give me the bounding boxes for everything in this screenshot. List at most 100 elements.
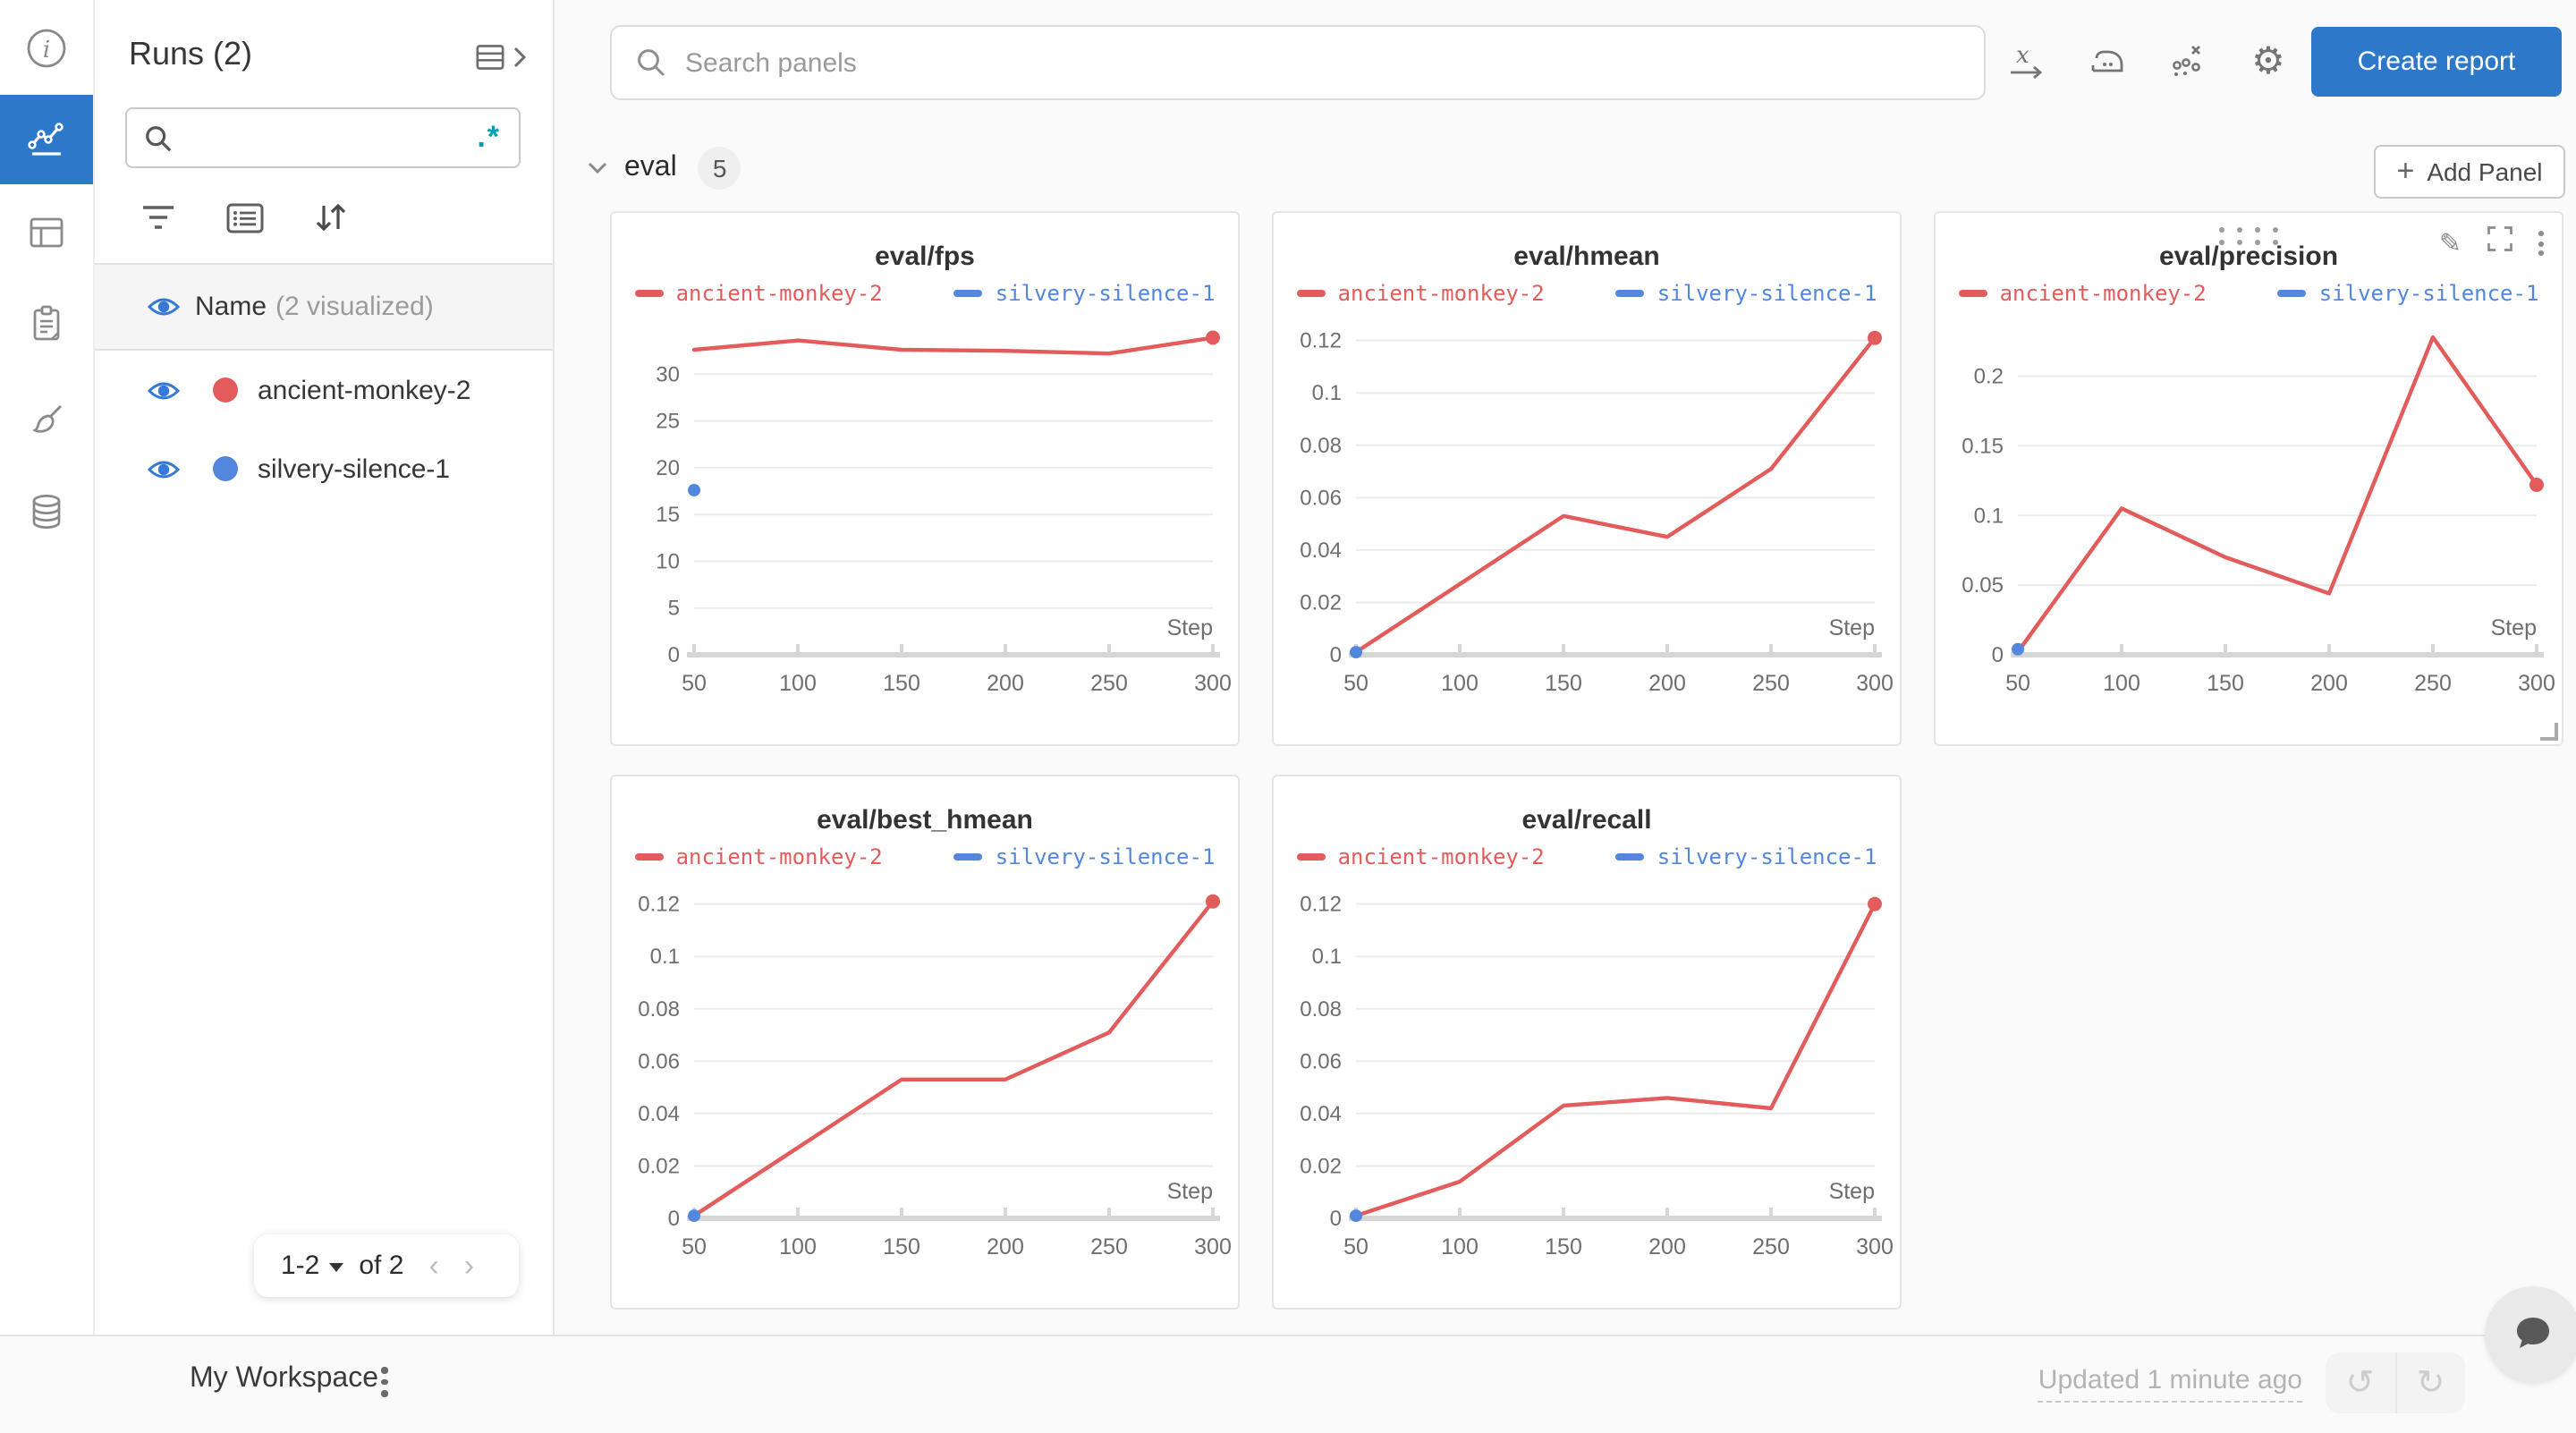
search-icon: [143, 123, 174, 153]
filter-icon[interactable]: [140, 202, 177, 242]
runs-name-header-row[interactable]: Name (2 visualized): [93, 263, 553, 351]
clipboard-icon[interactable]: [0, 279, 93, 369]
x-axis-settings-icon[interactable]: x: [2005, 39, 2048, 82]
eye-icon[interactable]: [147, 295, 181, 318]
chart-plot[interactable]: 0 0.02 0.04 0.06 0.08 0.1 0.12 50 100 150 200 250 30…: [1274, 873, 1900, 1281]
run-color-dot: [213, 456, 238, 481]
panel-menu-icon[interactable]: [2538, 231, 2544, 256]
runs-search-box: .*: [125, 107, 521, 168]
legend-item[interactable]: ancient-monkey-2: [1958, 281, 2207, 306]
outliers-icon[interactable]: [2166, 39, 2209, 82]
svg-text:0.1: 0.1: [1974, 504, 2004, 528]
svg-text:Step: Step: [1829, 615, 1875, 640]
legend-dash: [634, 853, 664, 861]
legend-item[interactable]: ancient-monkey-2: [634, 844, 883, 869]
svg-text:10: 10: [656, 549, 680, 573]
edit-panel-icon[interactable]: ✎: [2438, 228, 2462, 259]
prev-page-button[interactable]: ‹: [428, 1249, 439, 1283]
chart-plot[interactable]: 0 5 10 15 20 25 30 50 100 150 200 250 300 Step: [612, 309, 1238, 717]
section-title: eval: [624, 152, 677, 182]
fullscreen-icon[interactable]: [2487, 225, 2513, 261]
svg-text:200: 200: [987, 671, 1024, 696]
runs-sidebar: Runs (2) .* Name: [93, 0, 555, 1335]
workspace-toolbar: x ⚙: [2005, 39, 2290, 82]
runs-table-toggle[interactable]: [472, 39, 528, 75]
workspace-name[interactable]: My Workspace: [190, 1363, 379, 1394]
pagination-range[interactable]: 1-2: [281, 1251, 320, 1281]
svg-text:0.1: 0.1: [1312, 945, 1342, 969]
svg-text:0: 0: [1330, 1207, 1342, 1231]
run-row[interactable]: silvery-silence-1: [93, 433, 553, 505]
chart-title: eval/hmean: [1513, 242, 1660, 272]
workspace-charts-tab[interactable]: [0, 95, 93, 184]
settings-gear-icon[interactable]: ⚙: [2251, 40, 2285, 81]
chevron-down-icon[interactable]: [587, 161, 608, 175]
undo-button[interactable]: ↺: [2326, 1352, 2396, 1413]
section-header[interactable]: eval 5: [587, 147, 741, 190]
svg-text:i: i: [43, 37, 50, 64]
legend-item-label: ancient-monkey-2: [675, 844, 883, 869]
chart-panel: ✎ eval/precision ancient-monkey-2 silvery-s…: [1934, 211, 2563, 746]
legend-item-label: ancient-monkey-2: [675, 281, 883, 306]
legend-item[interactable]: ancient-monkey-2: [1296, 281, 1545, 306]
chart-legend: ancient-monkey-2 silvery-silence-1: [612, 844, 1238, 869]
info-icon[interactable]: i: [0, 4, 93, 93]
next-page-button[interactable]: ›: [463, 1249, 475, 1283]
chart-plot[interactable]: 0 0.02 0.04 0.06 0.08 0.1 0.12 50 100 150 200 250 30…: [1274, 309, 1900, 717]
svg-text:250: 250: [1752, 1234, 1790, 1259]
legend-item[interactable]: silvery-silence-1: [2277, 281, 2539, 306]
redo-button[interactable]: ↻: [2416, 1364, 2445, 1402]
runs-table-icon: [476, 45, 504, 70]
group-list-icon[interactable]: [225, 201, 265, 242]
last-updated-label[interactable]: Updated 1 minute ago: [2038, 1365, 2302, 1403]
legend-item-label: silvery-silence-1: [2318, 281, 2539, 306]
table-panel-icon[interactable]: [0, 188, 93, 277]
panel-search-input[interactable]: [682, 46, 1984, 80]
runs-search-input[interactable]: [184, 122, 478, 154]
legend-item-label: silvery-silence-1: [1657, 844, 1877, 869]
chart-panel: eval/hmean ancient-monkey-2 silvery-silenc…: [1272, 211, 1902, 746]
left-icon-rail: i: [0, 0, 95, 1335]
run-name[interactable]: ancient-monkey-2: [258, 375, 471, 405]
runs-header-title: Runs (2): [129, 36, 253, 72]
run-name[interactable]: silvery-silence-1: [258, 454, 451, 484]
legend-item[interactable]: ancient-monkey-2: [634, 281, 883, 306]
eye-icon[interactable]: [147, 457, 181, 480]
panel-drag-handle[interactable]: [2219, 227, 2278, 245]
chart-panel: eval/fps ancient-monkey-2 silvery-silence-…: [610, 211, 1240, 746]
smoothing-icon[interactable]: [2086, 39, 2129, 82]
chat-support-button[interactable]: [2485, 1286, 2576, 1383]
chart-plot[interactable]: 0 0.02 0.04 0.06 0.08 0.1 0.12 50 100 150 200 250 30…: [612, 873, 1238, 1281]
svg-text:5: 5: [668, 597, 680, 621]
legend-item[interactable]: silvery-silence-1: [953, 281, 1216, 306]
svg-text:150: 150: [2207, 671, 2244, 696]
svg-text:0.08: 0.08: [1300, 997, 1342, 1022]
database-icon[interactable]: [0, 467, 93, 556]
legend-item-label: silvery-silence-1: [995, 281, 1216, 306]
chart-plot[interactable]: 0 0.05 0.1 0.15 0.2 50 100 150 200 250 300 Step: [1936, 309, 2562, 717]
chevron-down-icon[interactable]: [328, 1263, 343, 1272]
legend-item[interactable]: silvery-silence-1: [953, 844, 1215, 869]
panel-actions: ✎: [2439, 225, 2544, 261]
legend-dash: [2277, 290, 2307, 297]
svg-text:x: x: [2016, 42, 2029, 69]
legend-item-label: ancient-monkey-2: [1337, 844, 1545, 869]
legend-item[interactable]: silvery-silence-1: [1615, 281, 1877, 306]
svg-text:0.04: 0.04: [1300, 1102, 1342, 1126]
svg-text:0.1: 0.1: [1312, 381, 1342, 405]
run-row[interactable]: ancient-monkey-2: [93, 354, 553, 426]
regex-toggle-icon[interactable]: .*: [477, 120, 501, 154]
workspace-menu-icon[interactable]: [381, 1367, 387, 1396]
add-panel-button[interactable]: + Add Panel: [2374, 145, 2565, 199]
svg-text:100: 100: [779, 671, 817, 696]
panel-resize-handle[interactable]: [2540, 723, 2558, 741]
svg-text:50: 50: [1343, 1234, 1368, 1259]
legend-dash: [1615, 853, 1645, 861]
brush-icon[interactable]: [0, 376, 93, 465]
create-report-button[interactable]: Create report: [2311, 27, 2562, 97]
sort-icon[interactable]: [313, 200, 349, 243]
eye-icon[interactable]: [147, 378, 181, 402]
legend-dash: [634, 290, 664, 297]
legend-item[interactable]: silvery-silence-1: [1615, 844, 1877, 869]
legend-item[interactable]: ancient-monkey-2: [1296, 844, 1545, 869]
